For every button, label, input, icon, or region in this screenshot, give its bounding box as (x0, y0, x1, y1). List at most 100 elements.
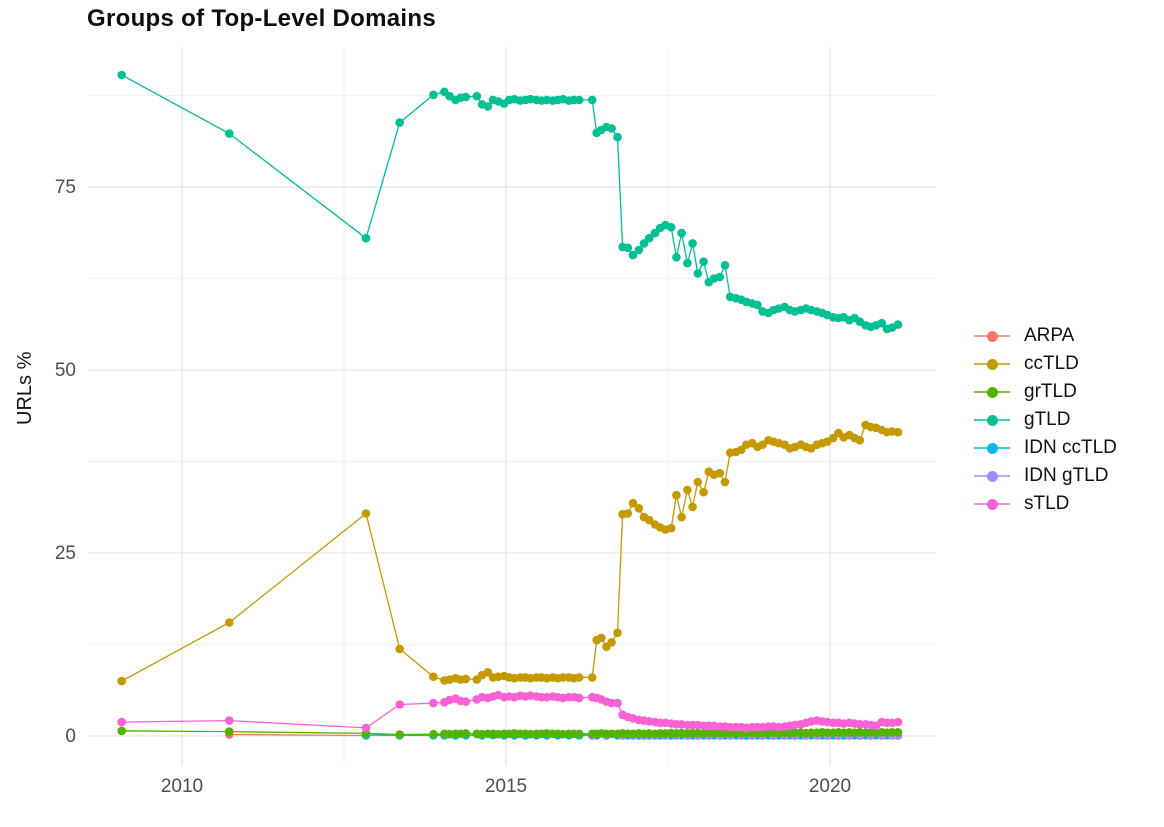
legend-label: sTLD (1024, 493, 1070, 514)
data-point (688, 502, 697, 512)
data-point (597, 633, 606, 643)
data-point (225, 129, 234, 138)
legend-dot-icon (986, 414, 998, 426)
data-point (558, 673, 568, 682)
legend-item-grtld: grTLD (972, 378, 1117, 406)
legend-dot-icon (986, 498, 998, 510)
series-stld (117, 690, 903, 733)
data-point (715, 468, 725, 478)
data-point (225, 716, 234, 725)
legend-dot-icon (986, 386, 998, 398)
legend-item-arpa: ARPA (972, 322, 1117, 350)
data-point (587, 673, 597, 682)
data-point (644, 233, 654, 243)
data-point (855, 436, 865, 445)
data-point (699, 257, 708, 267)
data-point (117, 676, 126, 686)
data-point (720, 477, 730, 487)
data-point (693, 269, 703, 278)
legend-label: IDN gTLD (1024, 465, 1109, 486)
data-point (607, 638, 616, 647)
legend-item-stld: sTLD (972, 490, 1117, 518)
legend-dot-icon (986, 442, 998, 454)
data-point (461, 92, 471, 102)
data-point (117, 70, 126, 80)
legend-marker-icon (972, 441, 1012, 455)
legend-item-cctld: ccTLD (972, 350, 1117, 378)
data-point (634, 504, 644, 513)
chart-title: Groups of Top-Level Domains (87, 5, 437, 32)
data-point (613, 132, 622, 142)
data-point (893, 320, 903, 329)
data-point (574, 673, 584, 682)
data-point (461, 729, 471, 738)
data-point (672, 252, 681, 262)
y-tick-label: 25 (55, 543, 76, 564)
data-point (677, 228, 686, 238)
data-point (893, 717, 903, 727)
legend-label: grTLD (1024, 381, 1077, 402)
data-point (613, 628, 622, 638)
y-tick-label: 0 (65, 726, 76, 747)
data-point (483, 102, 493, 111)
legend-label: ARPA (1024, 325, 1075, 346)
data-point (225, 618, 234, 627)
x-tick-label: 2010 (161, 776, 203, 797)
legend-marker-icon (972, 357, 1012, 371)
data-point (753, 300, 762, 310)
legend-dot-icon (986, 330, 998, 342)
series-cctld (117, 420, 903, 686)
legend-marker-icon (972, 329, 1012, 343)
x-tick-label: 2020 (809, 776, 851, 797)
legend-marker-icon (972, 385, 1012, 399)
data-point (429, 698, 438, 708)
y-tick-label: 75 (55, 177, 76, 198)
data-point (613, 698, 622, 708)
series-line (121, 74, 899, 330)
data-point (587, 95, 597, 105)
data-point (395, 700, 405, 709)
data-point (461, 674, 471, 684)
x-tick-label: 2015 (485, 776, 527, 797)
series-grtld (117, 726, 903, 739)
data-point (893, 427, 903, 437)
data-point (628, 250, 638, 260)
data-point (672, 490, 681, 500)
series-line (229, 733, 367, 737)
data-point (607, 729, 616, 739)
data-point (607, 124, 616, 133)
data-point (628, 498, 638, 508)
data-point (361, 233, 371, 243)
data-point (877, 318, 887, 328)
data-point (677, 512, 686, 522)
legend-item-idn-gtld: IDN gTLD (972, 462, 1117, 490)
data-point (225, 727, 234, 736)
data-point (666, 523, 676, 533)
data-point (623, 243, 633, 253)
data-point (395, 730, 405, 739)
legend-label: gTLD (1024, 409, 1071, 430)
legend-marker-icon (972, 497, 1012, 511)
data-point (683, 258, 692, 268)
data-point (699, 487, 708, 497)
legend-item-gtld: gTLD (972, 406, 1117, 434)
data-point (574, 95, 584, 105)
data-point (429, 90, 438, 100)
legend-marker-icon (972, 413, 1012, 427)
data-point (720, 261, 730, 270)
data-point (715, 272, 725, 282)
data-point (361, 723, 371, 733)
data-point (693, 477, 703, 487)
data-point (893, 728, 903, 737)
legend-marker-icon (972, 469, 1012, 483)
legend-dot-icon (986, 358, 998, 370)
data-point (472, 91, 482, 101)
legend: ARPA ccTLD grTLD gTLD IDN ccTLD IDN gTLD sTLD (972, 322, 1117, 518)
data-point (461, 697, 471, 706)
y-tick-label: 50 (55, 360, 76, 381)
legend-label: ccTLD (1024, 353, 1079, 374)
data-point (683, 485, 692, 495)
data-point (623, 509, 633, 518)
